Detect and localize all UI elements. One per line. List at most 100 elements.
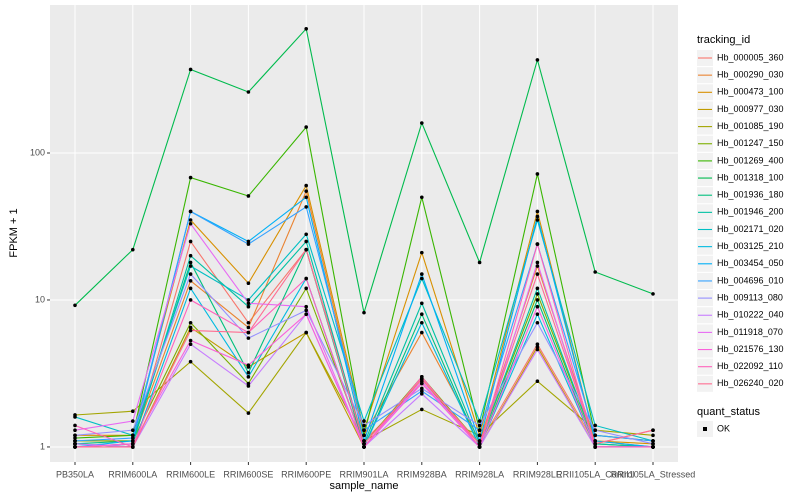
legend-label: OK — [717, 423, 730, 433]
data-point — [131, 442, 135, 446]
data-point — [188, 175, 193, 180]
data-point — [362, 445, 366, 449]
legend-label: Hb_001946_200 — [717, 207, 784, 217]
legend-label: Hb_001318_100 — [717, 172, 784, 182]
legend-label: Hb_001085_190 — [717, 121, 784, 131]
data-point — [131, 409, 135, 414]
data-point — [593, 270, 597, 274]
data-point — [420, 330, 424, 335]
legend-swatch — [703, 427, 707, 431]
data-point — [535, 242, 540, 246]
data-point — [420, 312, 424, 317]
legend-label: Hb_001269_400 — [717, 155, 784, 165]
data-point — [188, 218, 193, 222]
data-point — [420, 301, 424, 306]
legend-label: Hb_004696_010 — [717, 275, 784, 285]
data-point — [362, 433, 366, 438]
data-point — [535, 286, 540, 291]
x-tick-label: RRIM928BA — [397, 469, 447, 479]
data-point — [477, 419, 482, 423]
data-point — [188, 260, 193, 265]
data-point — [304, 125, 309, 129]
data-point — [651, 292, 655, 296]
x-tick-label: PB350LA — [56, 469, 94, 479]
data-point — [535, 347, 540, 352]
data-point — [362, 419, 366, 423]
data-point — [593, 439, 597, 443]
data-point — [188, 328, 193, 333]
data-point — [535, 264, 540, 268]
data-point — [188, 286, 193, 291]
data-point — [304, 286, 309, 291]
data-point — [477, 442, 482, 446]
data-point — [188, 338, 193, 343]
data-point — [73, 433, 77, 438]
data-point — [131, 433, 135, 438]
data-point — [188, 298, 193, 302]
legend-label: Hb_022092_110 — [717, 361, 783, 371]
data-point — [304, 189, 309, 193]
legend-label: Hb_010222_040 — [717, 310, 784, 320]
data-point — [535, 272, 540, 276]
x-tick-label: RRIM600LA — [108, 469, 157, 479]
y-tick-label: 1 — [40, 441, 45, 451]
grid — [50, 5, 678, 462]
data-point — [246, 325, 251, 330]
data-point — [246, 304, 251, 309]
data-point — [362, 442, 366, 446]
data-point — [246, 194, 251, 198]
data-point — [73, 415, 77, 419]
data-point — [535, 58, 540, 62]
x-tick-label: RRII105LA_Control — [556, 469, 634, 479]
data-point — [593, 442, 597, 446]
data-point — [188, 209, 193, 214]
legend-label: Hb_011918_070 — [717, 327, 783, 337]
data-point — [246, 90, 251, 94]
data-point — [477, 428, 482, 433]
data-point — [420, 195, 424, 200]
data-point — [73, 439, 77, 443]
data-point — [420, 250, 424, 255]
data-point — [188, 253, 193, 258]
data-point — [535, 172, 540, 176]
data-point — [246, 336, 251, 340]
legend-label: Hb_000977_030 — [717, 104, 784, 114]
legend-title: tracking_id — [697, 34, 750, 46]
data-point — [188, 320, 193, 325]
data-point — [535, 312, 540, 317]
y-tick-label: 10 — [35, 294, 45, 304]
data-point — [304, 205, 309, 209]
data-point — [131, 419, 135, 423]
legend-label: Hb_021576_130 — [717, 344, 784, 354]
data-point — [73, 428, 77, 433]
data-point — [651, 428, 655, 433]
data-point — [131, 247, 135, 252]
data-point — [651, 433, 655, 438]
data-point — [535, 292, 540, 296]
data-point — [188, 325, 193, 330]
data-point — [304, 239, 309, 244]
data-point — [535, 345, 540, 349]
plot-area — [73, 26, 655, 449]
legend-label: Hb_000473_100 — [717, 87, 784, 97]
data-point — [420, 320, 424, 325]
legend-label: Hb_009113_080 — [717, 292, 783, 302]
x-tick-label: RRIM600LE — [166, 469, 215, 479]
data-point — [304, 195, 309, 200]
legend-label: Hb_001936_180 — [717, 190, 784, 200]
data-point — [651, 439, 655, 443]
data-point — [593, 445, 597, 449]
data-point — [593, 433, 597, 438]
data-point — [651, 445, 655, 449]
data-point — [246, 363, 251, 367]
x-tick-label: RRIM600SE — [223, 469, 273, 479]
data-point — [246, 239, 251, 244]
data-point — [304, 312, 309, 317]
data-point — [246, 411, 251, 415]
legend-label: Hb_000290_030 — [717, 70, 784, 80]
data-point — [304, 308, 309, 313]
data-point — [651, 442, 655, 446]
data-point — [246, 298, 251, 302]
x-axis-title: sample_name — [329, 480, 398, 492]
